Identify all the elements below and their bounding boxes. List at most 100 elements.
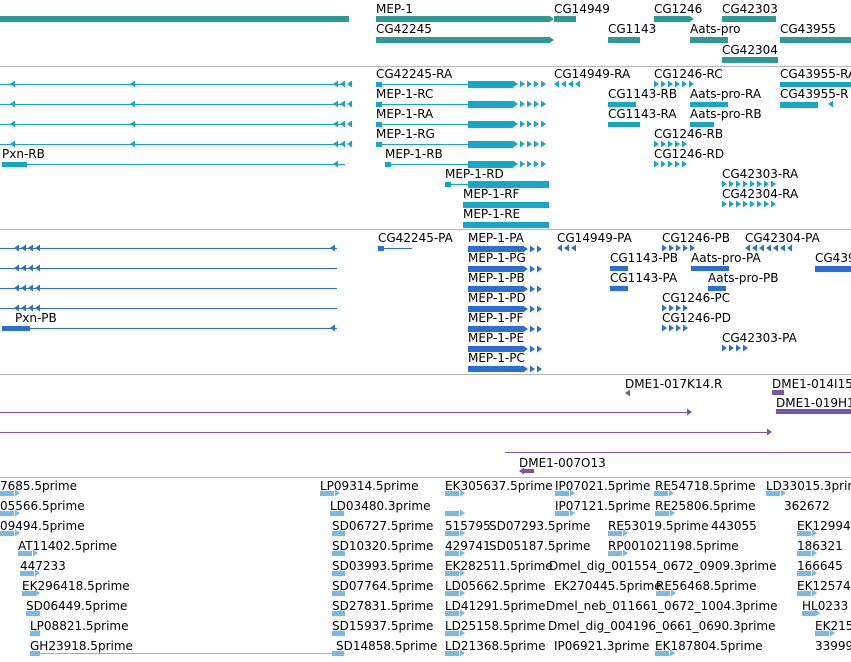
tx-label-mep1-ra[interactable]: MEP-1-RA: [376, 107, 434, 121]
est-label[interactable]: GH23918.5prime: [30, 639, 133, 653]
est-label[interactable]: LP09314.5prime: [320, 479, 419, 493]
est-label[interactable]: RE56468.5prime: [656, 579, 757, 593]
est-label[interactable]: Dmel_neb_011661_0672_1004.3prime: [546, 599, 778, 613]
est-label[interactable]: EK12994: [797, 519, 851, 533]
est-label[interactable]: SD07293.5prime: [489, 519, 591, 533]
pr-label-aats-pro-pb[interactable]: Aats-pro-PB: [708, 271, 779, 285]
tx-label-aats-pro-ra[interactable]: Aats-pro-RA: [690, 87, 762, 101]
pr-label-mep1-pb[interactable]: MEP-1-PB: [468, 271, 525, 285]
pr-label-cg1246-pd[interactable]: CG1246-PD: [662, 311, 732, 325]
pr-label-aats-pro-pa[interactable]: Aats-pro-PA: [691, 251, 761, 265]
est-label[interactable]: EK12574: [797, 579, 851, 593]
est-label[interactable]: 362672: [784, 499, 830, 513]
pr-label-cg1246-pb[interactable]: CG1246-PB: [662, 231, 731, 245]
tx-label-cg43955-r2[interactable]: CG43955-R: [780, 87, 849, 101]
est-label[interactable]: EK215: [815, 619, 851, 633]
tx-label-aats-pro-rb[interactable]: Aats-pro-RB: [690, 107, 762, 121]
est-label[interactable]: EK296418.5prime: [22, 579, 130, 593]
gene-label-cg43955[interactable]: CG43955: [780, 22, 836, 36]
est-label[interactable]: RP001021198.5prime: [608, 539, 739, 553]
est-label[interactable]: EK305637.5prime: [445, 479, 553, 493]
pr-label-cg1143-pa[interactable]: CG1143-PA: [610, 271, 678, 285]
tx-label-cg1246-rc[interactable]: CG1246-RC: [654, 67, 723, 81]
gene-label-cg14949[interactable]: CG14949: [554, 2, 610, 16]
est-label[interactable]: LD03480.3prime: [330, 499, 431, 513]
est-label[interactable]: LP08821.5prime: [30, 619, 129, 633]
tx-label-cg14949-ra[interactable]: CG14949-RA: [554, 67, 631, 81]
est-label[interactable]: SD03993.5prime: [332, 559, 434, 573]
tx-label-cg42245-ra[interactable]: CG42245-RA: [376, 67, 453, 81]
est-label[interactable]: IP07021.5prime: [555, 479, 651, 493]
pr-label-mep1-pd[interactable]: MEP-1-PD: [468, 291, 526, 305]
gene-label-cg1143[interactable]: CG1143: [608, 22, 657, 36]
est-label[interactable]: LD41291.5prime: [445, 599, 546, 613]
est-label[interactable]: SD27831.5prime: [332, 599, 434, 613]
est-label[interactable]: 429741: [445, 539, 491, 553]
bac-label-019h1[interactable]: DME1-019H1: [776, 396, 851, 410]
est-label[interactable]: IP07121.5prime: [555, 499, 651, 513]
est-label[interactable]: SD06449.5prime: [26, 599, 128, 613]
est-label[interactable]: 186321: [797, 539, 843, 553]
est-label[interactable]: LD05662.5prime: [445, 579, 546, 593]
est-label[interactable]: LD25158.5prime: [445, 619, 546, 633]
est-label[interactable]: 7685.5prime: [0, 479, 77, 493]
gene-label-aats-pro[interactable]: Aats-pro: [690, 22, 741, 36]
est-label[interactable]: 447233: [20, 559, 66, 573]
pr-label-mep1-pf[interactable]: MEP-1-PF: [468, 311, 524, 325]
tx-label-cg1143-ra[interactable]: CG1143-RA: [608, 107, 677, 121]
gene-label-cg42245[interactable]: CG42245: [376, 22, 432, 36]
bac-label-017k14[interactable]: DME1-017K14.R: [625, 377, 723, 391]
est-label[interactable]: SD10320.5prime: [332, 539, 434, 553]
tx-label-cg1246-rb[interactable]: CG1246-RB: [654, 127, 724, 141]
est-label[interactable]: 515795: [445, 519, 491, 533]
est-label[interactable]: SD07764.5prime: [332, 579, 434, 593]
tx-label-mep1-rg[interactable]: MEP-1-RG: [376, 127, 435, 141]
tx-label-cg43955-ra[interactable]: CG43955-RA: [780, 67, 851, 81]
tx-label-cg1143-rb[interactable]: CG1143-RB: [608, 87, 678, 101]
est-label[interactable]: SD15937.5prime: [332, 619, 434, 633]
est-label[interactable]: Dmel_dig_001554_0672_0909.3prime: [549, 559, 777, 573]
est-label[interactable]: EK187804.5prime: [655, 639, 763, 653]
bac-label-007o13[interactable]: DME1-007O13: [519, 456, 606, 470]
gene-label-mep1[interactable]: MEP-1: [376, 2, 413, 16]
est-label[interactable]: 05566.5prime: [0, 499, 85, 513]
pr-label-mep1-pc[interactable]: MEP-1-PC: [468, 351, 525, 365]
pr-label-mep1-pg[interactable]: MEP-1-PG: [468, 251, 526, 265]
pr-label-pxn-pb[interactable]: Pxn-PB: [15, 311, 57, 325]
tx-label-cg42303-ra[interactable]: CG42303-RA: [722, 167, 799, 181]
tx-label-mep1-re[interactable]: MEP-1-RE: [463, 207, 521, 221]
pr-label-cg439[interactable]: CG439: [815, 251, 851, 265]
est-label[interactable]: RE25806.5prime: [655, 499, 756, 513]
est-label[interactable]: Dmel_dig_004196_0661_0690.3prime: [548, 619, 776, 633]
est-label[interactable]: LD33015.3prime: [766, 479, 851, 493]
tx-label-mep1-rf[interactable]: MEP-1-RF: [463, 187, 520, 201]
est-label[interactable]: 166645: [797, 559, 843, 573]
tx-label-cg42304-ra[interactable]: CG42304-RA: [722, 187, 799, 201]
pr-label-mep1-pa[interactable]: MEP-1-PA: [468, 231, 524, 245]
pr-label-cg1143-pb[interactable]: CG1143-PB: [610, 251, 679, 265]
tx-label-mep1-rc[interactable]: MEP-1-RC: [376, 87, 434, 101]
tx-label-cg1246-rd[interactable]: CG1246-RD: [654, 147, 725, 161]
pr-label-cg42245-pa[interactable]: CG42245-PA: [378, 231, 453, 245]
gene-label-cg42304[interactable]: CG42304: [722, 43, 778, 57]
est-label[interactable]: 33999: [815, 639, 851, 653]
est-label[interactable]: RE54718.5prime: [655, 479, 756, 493]
pr-label-mep1-pe[interactable]: MEP-1-PE: [468, 331, 525, 345]
est-label[interactable]: LD21368.5prime: [445, 639, 546, 653]
gene-label-cg1246[interactable]: CG1246: [654, 2, 703, 16]
pr-label-cg42304-pa[interactable]: CG42304-PA: [745, 231, 820, 245]
est-label[interactable]: EK282511.5prime: [445, 559, 553, 573]
tx-label-pxn-rb[interactable]: Pxn-RB: [2, 147, 45, 161]
est-label[interactable]: HL0233: [802, 599, 849, 613]
est-label[interactable]: RE53019.5prime: [608, 519, 709, 533]
est-label[interactable]: EK270445.5prime: [554, 579, 662, 593]
pr-label-cg14949-pa[interactable]: CG14949-PA: [557, 231, 632, 245]
bac-label-014i15[interactable]: DME1-014I15: [772, 377, 851, 391]
est-label[interactable]: IP06921.3prime: [554, 639, 650, 653]
est-label[interactable]: SD06727.5prime: [332, 519, 434, 533]
pr-label-cg1246-pc[interactable]: CG1246-PC: [662, 291, 731, 305]
est-label[interactable]: 09494.5prime: [0, 519, 85, 533]
gene-label-cg42303[interactable]: CG42303: [722, 2, 778, 16]
est-label[interactable]: AT11402.5prime: [18, 539, 118, 553]
est-label[interactable]: SD14858.5prime: [336, 639, 438, 653]
